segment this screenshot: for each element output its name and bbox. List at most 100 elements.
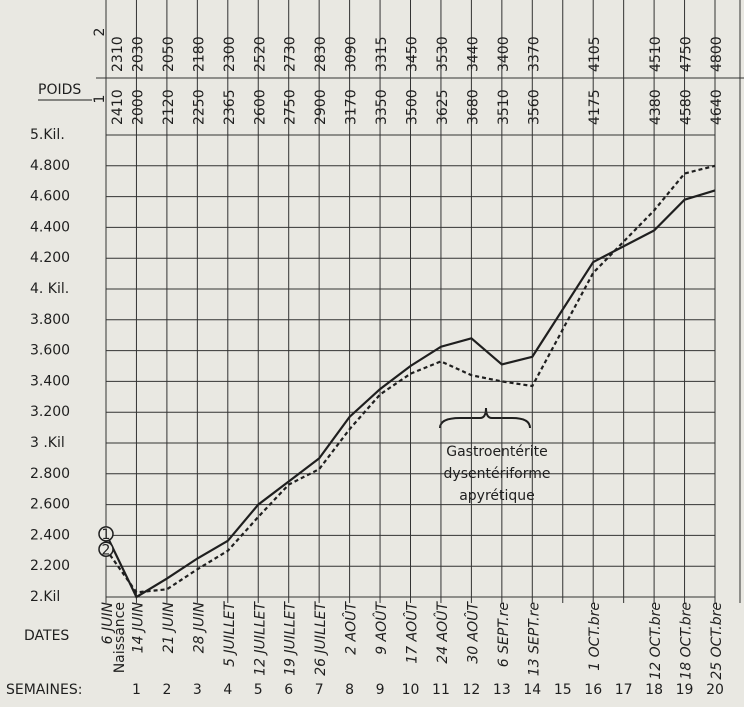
date-label: 9 AOÛT (372, 601, 390, 655)
weight-value: 3370 (526, 36, 542, 72)
weight-value: 4640 (709, 89, 725, 125)
weight-value: 2520 (252, 36, 268, 72)
weight-value: 3440 (465, 36, 481, 72)
y-tick-label: 3.800 (30, 312, 70, 328)
weight-value: 4510 (648, 36, 664, 72)
dates-label: DATES (24, 628, 69, 644)
week-label: 4 (223, 682, 232, 698)
weight-value: 3400 (496, 36, 512, 72)
week-label: 5 (254, 682, 263, 698)
week-label: 1 (132, 682, 141, 698)
annotation: Gastroentérite (446, 444, 548, 460)
y-tick-label: 3.400 (30, 373, 70, 389)
date-label: 12 JUILLET (252, 601, 268, 676)
series-marker-label: 1 (102, 527, 111, 543)
date-label: 19 JUILLET (283, 601, 299, 676)
y-tick-label: 2.400 (30, 527, 70, 543)
y-tick-label: 4.400 (30, 219, 70, 235)
date-label: 13 SEPT.re (526, 602, 542, 676)
series-row-label: 2 (92, 28, 108, 37)
date-label: 24 AOÛT (433, 601, 451, 664)
series-line (105, 189, 716, 599)
weight-value: 2310 (110, 36, 126, 72)
weight-value: 4750 (679, 36, 695, 72)
week-label: 17 (615, 682, 633, 698)
series-marker (98, 541, 114, 558)
weight-value: 3350 (374, 89, 390, 125)
weight-value: 4175 (587, 89, 603, 125)
weight-value: 3530 (435, 36, 451, 72)
weight-value: 4580 (679, 89, 695, 125)
weight-value: 2365 (222, 89, 238, 125)
y-tick-label: 4.600 (30, 189, 70, 205)
week-label: 6 (284, 682, 293, 698)
weight-value: 2250 (191, 89, 207, 125)
weight-value: 3680 (465, 89, 481, 125)
y-tick-label: 3.600 (30, 343, 70, 359)
weight-value: 3090 (344, 36, 360, 72)
date-label: 25 OCT.bre (709, 602, 725, 680)
y-tick-label: 3 .Kil (30, 435, 65, 451)
week-label: 12 (462, 682, 480, 698)
week-label: 19 (676, 682, 694, 698)
week-label: 2 (162, 682, 171, 698)
series-line (105, 164, 716, 594)
weight-value: 4800 (709, 36, 725, 72)
date-label: 14 JUIN (130, 601, 146, 653)
series-row-label: 1 (92, 95, 108, 104)
series-marker-label: 2 (102, 542, 111, 558)
weight-value: 2300 (222, 36, 238, 72)
date-label: 28 JUIN (191, 601, 207, 653)
week-label: 16 (584, 682, 602, 698)
date-label: 30 AOÛT (463, 601, 481, 664)
y-tick-label: 2.200 (30, 558, 70, 574)
date-label: 6 SEPT.re (496, 602, 512, 667)
week-label: 3 (193, 682, 202, 698)
date-label: 2 AOÛT (342, 601, 360, 655)
weight-value: 2120 (161, 89, 177, 125)
weight-value: 2750 (283, 89, 299, 125)
week-label: 8 (345, 682, 354, 698)
week-label: 14 (523, 682, 541, 698)
weight-value: 2180 (191, 36, 207, 72)
weight-value: 3500 (405, 89, 421, 125)
weight-value: 2900 (313, 89, 329, 125)
weight-value: 2410 (110, 89, 126, 125)
weight-value: 2000 (130, 89, 146, 125)
weight-value: 3560 (526, 89, 542, 125)
date-label: 1 OCT.bre (587, 602, 603, 671)
week-label: 9 (376, 682, 385, 698)
weight-value: 2830 (313, 36, 329, 72)
date-label: 12 OCT.bre (648, 602, 664, 680)
week-label: 20 (706, 682, 724, 698)
y-tick-label: 4.200 (30, 250, 70, 266)
annotation: apyrétique (459, 488, 535, 504)
week-label: 13 (493, 682, 511, 698)
week-label: 11 (432, 682, 450, 698)
weight-value: 2050 (161, 36, 177, 72)
y-tick-label: 2.Kil (30, 589, 60, 605)
weight-value: 3510 (496, 89, 512, 125)
weight-value: 2730 (283, 36, 299, 72)
weeks-label: SEMAINES: (6, 682, 82, 698)
week-label: 7 (315, 682, 324, 698)
birth-label: Naissance (112, 602, 128, 673)
y-tick-label: 2.600 (30, 497, 70, 513)
week-label: 15 (554, 682, 572, 698)
date-label: 21 JUIN (161, 601, 177, 653)
weight-value: 3625 (435, 89, 451, 125)
weight-value: 3450 (405, 36, 421, 72)
weight-value: 2600 (252, 89, 268, 125)
week-label: 10 (402, 682, 420, 698)
weight-value: 3170 (344, 89, 360, 125)
series-marker (98, 526, 114, 542)
weight-value: 4105 (587, 36, 603, 72)
weight-label: POIDS (38, 82, 81, 98)
weight-value: 4380 (648, 89, 664, 125)
weight-value: 3315 (374, 36, 390, 72)
date-label: 17 AOÛT (403, 601, 421, 664)
week-label: 18 (645, 682, 663, 698)
